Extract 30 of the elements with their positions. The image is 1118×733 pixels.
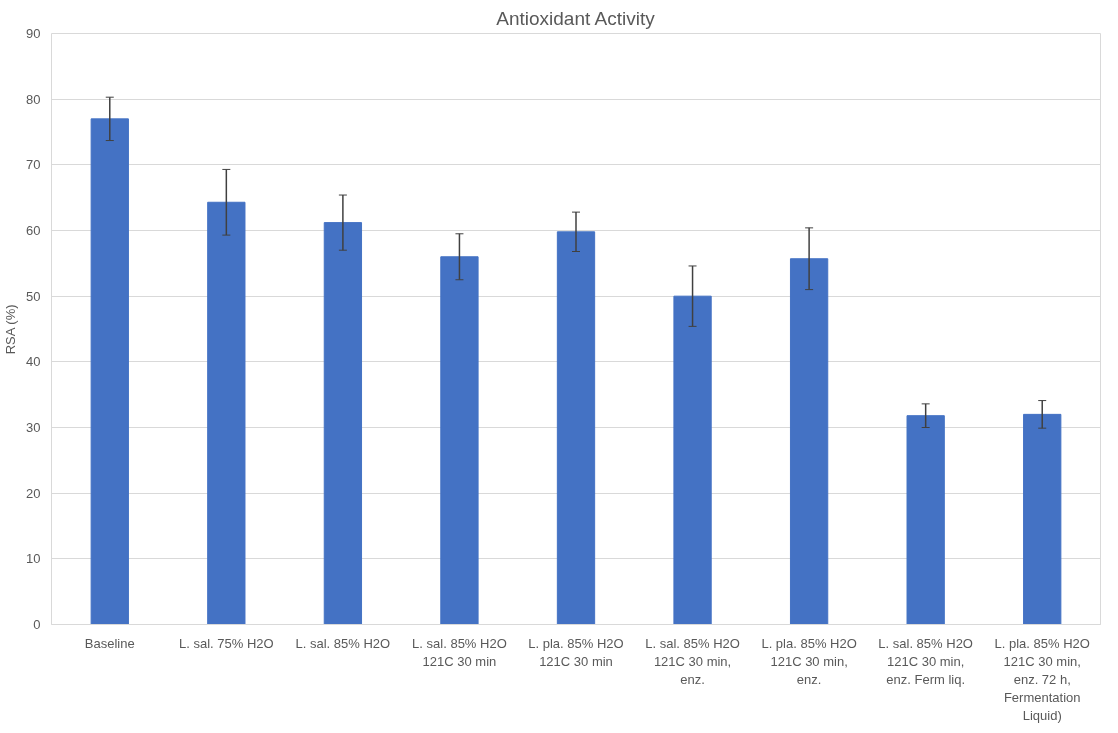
x-tick-label: L. sal. 85% H2O 121C 30 min: [412, 635, 507, 669]
bar: [90, 118, 129, 625]
y-tick-label: 30: [26, 420, 41, 435]
y-tick-label: 10: [26, 551, 41, 567]
x-tick-label: L. pla. 85% H2O 121C 30 min: [528, 635, 624, 669]
y-tick-label: 20: [26, 485, 41, 501]
x-tick-label: L. sal. 75% H2O: [179, 635, 274, 651]
x-tick-label: L. sal. 85% H2O 121C 30 min, enz. Ferm liq.: [878, 635, 973, 687]
x-tick-label: L. sal. 85% H2O: [295, 635, 391, 651]
y-tick-label: 40: [26, 354, 41, 370]
y-axis-title: RSA (%): [3, 304, 19, 355]
y-tick-label: 0: [33, 617, 41, 632]
x-tick-label: L. pla. 85% H2O 121C 30 min, enz.: [761, 635, 857, 687]
chart-title: Antioxidant Activity: [496, 7, 656, 29]
bar: [440, 256, 479, 625]
y-tick-label: 60: [26, 223, 41, 238]
y-tick-label: 70: [26, 157, 41, 173]
bar: [673, 295, 712, 625]
bar: [1023, 413, 1062, 625]
y-tick-label: 50: [26, 288, 41, 304]
bar: [906, 415, 945, 625]
bar: [323, 222, 363, 625]
x-tick-label: L. pla. 85% H2O 121C 30 min, enz. 72 h, Fermentation Liquid): [994, 635, 1090, 723]
x-tick-label: L. sal. 85% H2O 121C 30 min, enz.: [645, 635, 740, 687]
bar: [207, 201, 246, 625]
x-tick-label: Baseline: [84, 635, 135, 651]
y-tick-label: 80: [26, 91, 41, 107]
bar: [789, 258, 829, 625]
y-tick-label: 90: [26, 26, 41, 41]
bar: [556, 231, 596, 625]
